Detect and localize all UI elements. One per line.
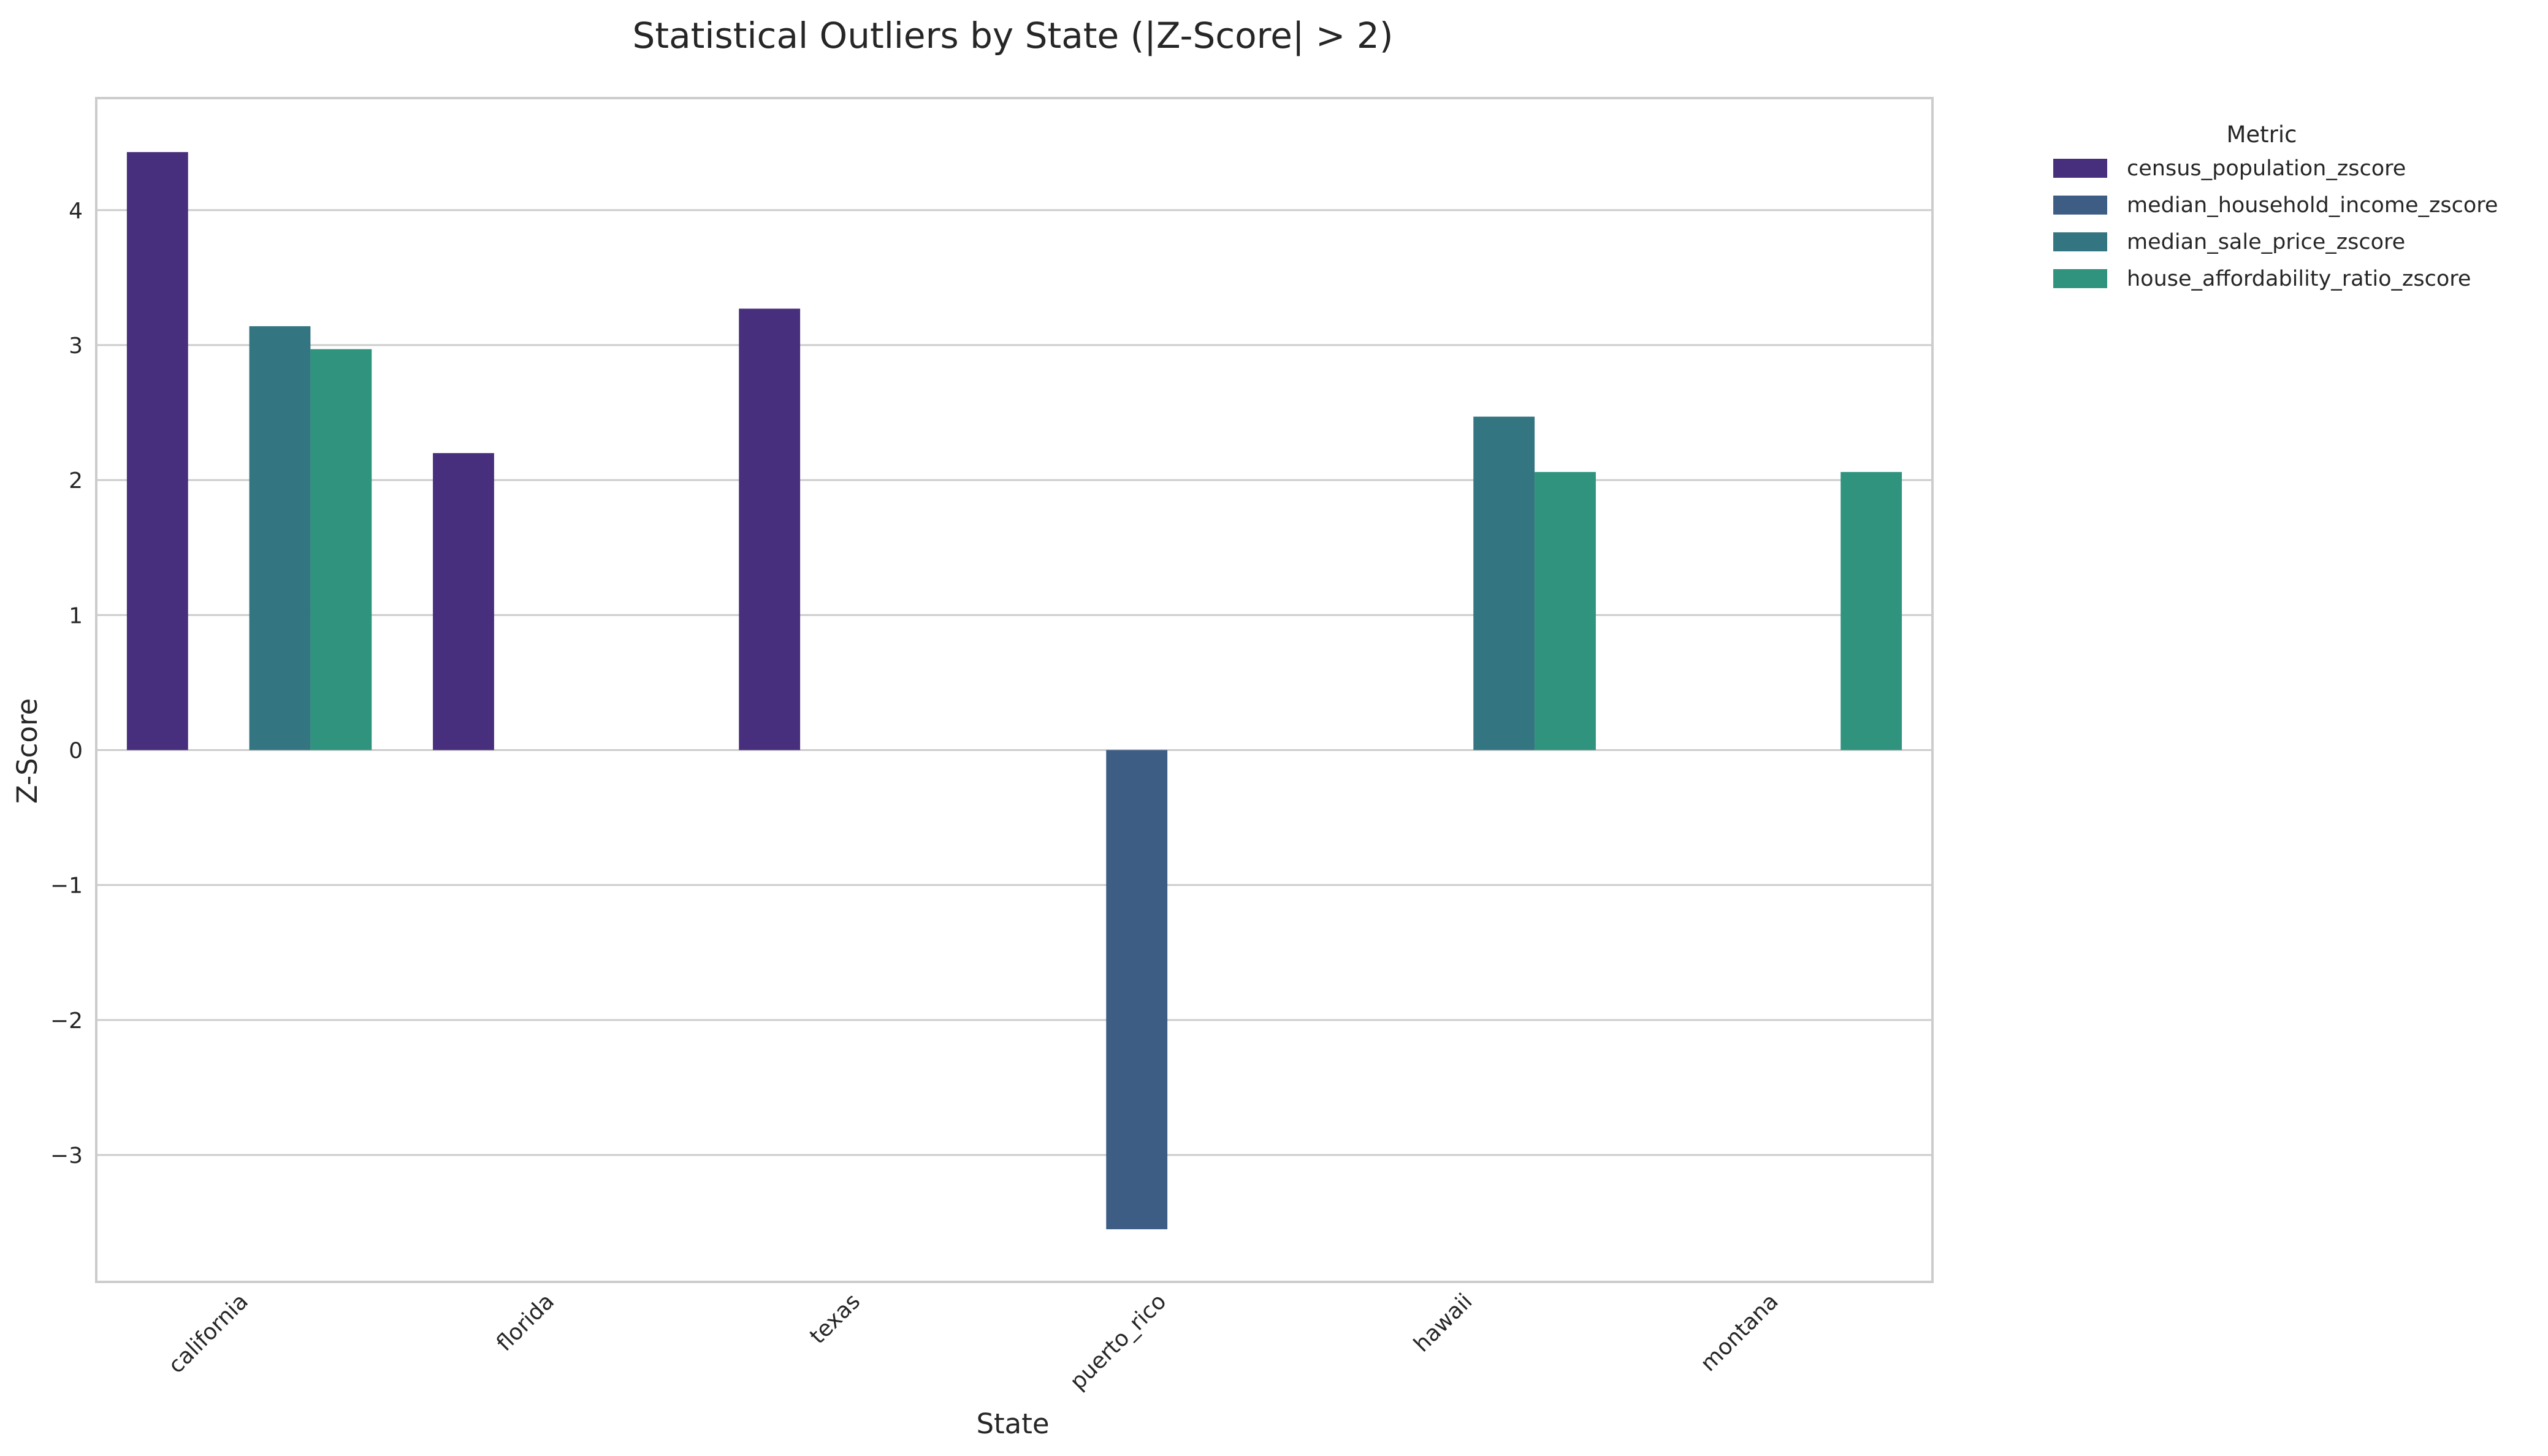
legend-title: Metric xyxy=(2226,121,2297,148)
x-tick-label: hawaii xyxy=(1409,1289,1477,1357)
legend-swatch xyxy=(2053,232,2107,251)
bar-house_affordability_ratio_zscore xyxy=(310,349,372,750)
chart-title: Statistical Outliers by State (|Z-Score|… xyxy=(633,15,1394,56)
bar-median_sale_price_zscore xyxy=(1473,416,1535,750)
x-tick-label: california xyxy=(164,1289,253,1378)
x-tick-label: florida xyxy=(492,1289,559,1356)
x-tick-labels: california florida texas puerto_rico hawaii m… xyxy=(164,1289,1783,1395)
bars xyxy=(126,152,1902,1230)
y-tick-label: 1 xyxy=(69,603,83,628)
legend-swatch xyxy=(2053,269,2107,288)
y-tick-label: 3 xyxy=(69,334,83,359)
legend: Metric census_population_zscore median_ho… xyxy=(2053,121,2498,291)
y-tick-label: −3 xyxy=(50,1143,83,1168)
x-tick-label: puerto_rico xyxy=(1066,1289,1172,1395)
bar-census_population_zscore xyxy=(126,152,188,750)
bar-median_household_income_zscore xyxy=(1106,750,1168,1230)
x-tick-label: texas xyxy=(805,1289,865,1349)
plot-frame xyxy=(95,97,1934,1283)
legend-swatch xyxy=(2053,196,2107,215)
x-axis-label: State xyxy=(976,1408,1049,1440)
legend-label: house_affordability_ratio_zscore xyxy=(2127,267,2471,291)
x-tick-label: montana xyxy=(1696,1289,1783,1376)
bar-house_affordability_ratio_zscore xyxy=(1535,471,1596,750)
legend-label: median_sale_price_zscore xyxy=(2127,230,2405,254)
y-tick-label: −2 xyxy=(50,1008,83,1034)
bar-census_population_zscore xyxy=(433,453,494,750)
legend-label: census_population_zscore xyxy=(2127,156,2406,181)
y-tick-label: 4 xyxy=(69,199,83,224)
gridlines xyxy=(96,209,1932,1156)
y-axis-label: Z-Score xyxy=(11,698,44,804)
bar-house_affordability_ratio_zscore xyxy=(1840,471,1902,750)
legend-label: median_household_income_zscore xyxy=(2127,193,2498,218)
bar-median_sale_price_zscore xyxy=(249,326,311,750)
legend-items: census_population_zscore median_household… xyxy=(2053,156,2498,291)
bar-census_population_zscore xyxy=(739,308,801,750)
y-tick-label: 2 xyxy=(69,468,83,494)
y-tick-label: −1 xyxy=(50,874,83,899)
legend-swatch xyxy=(2053,159,2107,178)
y-tick-label: 0 xyxy=(69,738,83,763)
y-tick-labels: −3 −2 −1 0 1 2 3 4 xyxy=(50,199,83,1168)
